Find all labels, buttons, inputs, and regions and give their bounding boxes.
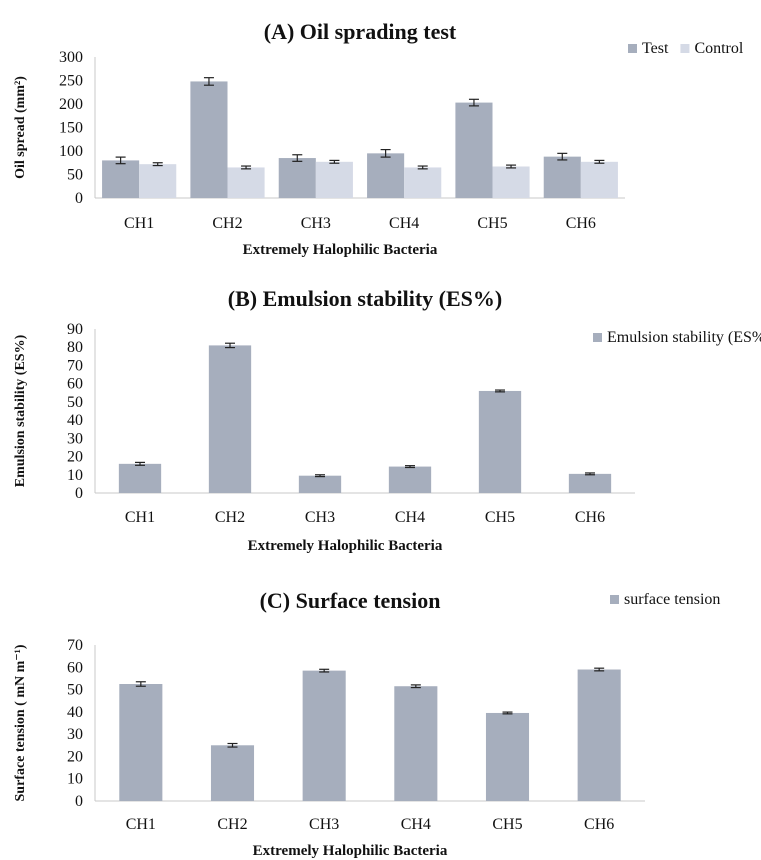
bar (315, 161, 353, 198)
bar (543, 156, 581, 198)
x-tick-label: CH1 (124, 215, 154, 232)
x-tick-label: CH4 (401, 816, 431, 833)
bar (404, 167, 442, 198)
bar (485, 712, 530, 801)
bar (118, 463, 162, 493)
bar (102, 160, 140, 198)
y-tick-label: 0 (75, 190, 83, 207)
bar (190, 81, 228, 198)
legend-label: surface tension (624, 591, 720, 608)
y-tick-label: 70 (67, 357, 83, 374)
x-tick-label: CH6 (566, 215, 596, 232)
bar (139, 164, 177, 198)
y-tick-label: 50 (67, 394, 83, 411)
x-tick-label: CH2 (217, 816, 247, 833)
bar (478, 390, 522, 493)
bar (227, 167, 265, 198)
bar (568, 473, 612, 493)
legend-swatch (610, 595, 619, 604)
bar (119, 684, 163, 801)
y-tick-label: 40 (67, 412, 83, 429)
bar (298, 475, 342, 493)
x-tick-label: CH5 (492, 816, 522, 833)
chart-title: (B) Emulsion stability (ES%) (228, 286, 502, 311)
y-tick-label: 60 (67, 659, 83, 676)
x-tick-label: CH3 (301, 215, 331, 232)
x-axis-label: Extremely Halophilic Bacteria (253, 843, 448, 859)
bar (388, 466, 432, 493)
y-tick-label: 30 (67, 430, 83, 447)
y-axis-label: Emulsion stability (ES%) (13, 334, 28, 487)
legend-swatch (593, 333, 602, 342)
y-axis-label: Surface tension ( mN m⁻¹) (13, 644, 28, 801)
legend-swatch (628, 44, 637, 53)
y-tick-label: 250 (59, 73, 83, 90)
bar (302, 670, 346, 801)
y-tick-label: 70 (67, 637, 83, 654)
x-tick-label: CH3 (309, 816, 339, 833)
y-tick-label: 50 (67, 682, 83, 699)
legend-label: Control (694, 40, 743, 57)
y-tick-label: 20 (67, 748, 83, 765)
y-tick-label: 300 (59, 49, 83, 66)
y-axis-label: Oil spread (mm²) (13, 76, 28, 179)
x-tick-label: CH5 (485, 509, 515, 526)
bar (580, 161, 618, 198)
chart-title: (C) Surface tension (260, 588, 441, 613)
y-tick-label: 80 (67, 339, 83, 356)
x-tick-label: CH4 (389, 215, 419, 232)
y-tick-label: 30 (67, 726, 83, 743)
bar (492, 166, 530, 198)
x-tick-label: CH1 (126, 816, 156, 833)
x-tick-label: CH6 (575, 509, 605, 526)
bar (367, 153, 405, 198)
x-tick-label: CH4 (395, 509, 425, 526)
y-tick-label: 20 (67, 449, 83, 466)
x-tick-label: CH1 (125, 509, 155, 526)
x-axis-label: Extremely Halophilic Bacteria (243, 242, 438, 258)
y-tick-label: 10 (67, 771, 83, 788)
legend-label: Test (642, 40, 669, 57)
chart-oil-spreading: (A) Oil sprading test 0 50 100 150 200 250 300 C… (13, 19, 744, 258)
bar (455, 102, 493, 198)
bar (577, 669, 621, 801)
y-tick-label: 50 (67, 167, 83, 184)
y-tick-label: 40 (67, 704, 83, 721)
y-tick-label: 10 (67, 467, 83, 484)
bar (278, 158, 316, 198)
y-tick-label: 60 (67, 376, 83, 393)
legend-swatch (680, 44, 690, 53)
y-tick-label: 0 (75, 793, 83, 810)
x-tick-label: CH5 (477, 215, 507, 232)
y-tick-label: 200 (59, 96, 83, 113)
x-tick-label: CH2 (215, 509, 245, 526)
chart-title: (A) Oil sprading test (264, 19, 457, 44)
bar (208, 345, 252, 493)
y-tick-label: 100 (59, 143, 83, 160)
x-tick-label: CH2 (212, 215, 242, 232)
y-tick-label: 0 (75, 485, 83, 502)
bar (210, 745, 255, 801)
y-tick-label: 150 (59, 120, 83, 137)
x-axis-label: Extremely Halophilic Bacteria (248, 538, 443, 554)
legend-label: Emulsion stability (ES%) (607, 329, 761, 346)
x-tick-label: CH6 (584, 816, 614, 833)
bar (394, 686, 438, 801)
y-tick-label: 90 (67, 321, 83, 338)
chart-surface-tension: (C) Surface tension 0 10 20 30 40 50 60 70 CH1 CH2… (13, 588, 720, 859)
x-tick-label: CH3 (305, 509, 335, 526)
